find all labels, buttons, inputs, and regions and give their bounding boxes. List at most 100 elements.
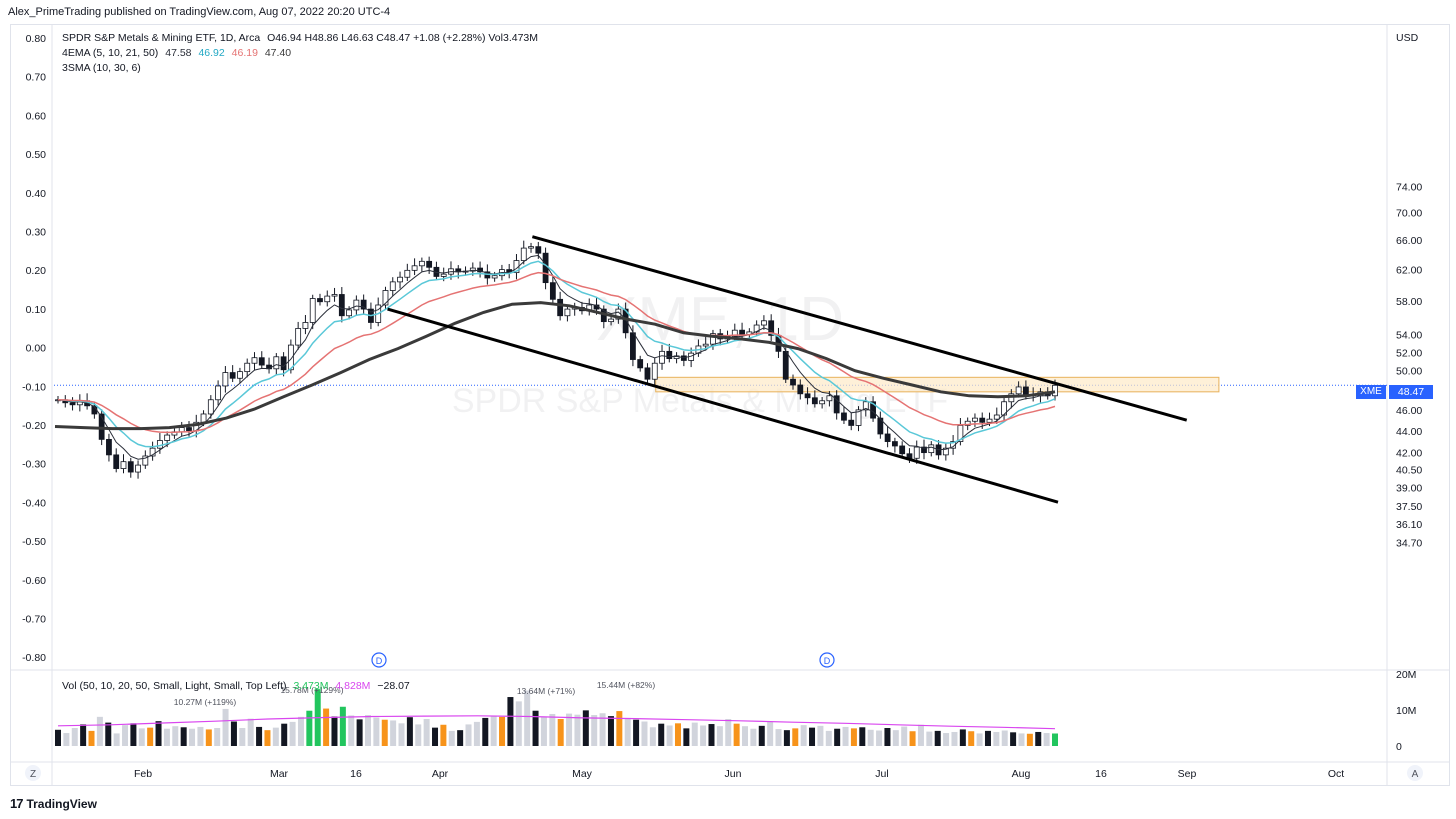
volume-bar [859, 727, 866, 746]
candle-up [389, 281, 396, 291]
left-axis-tick: 0.50 [26, 149, 47, 161]
right-axis-tick: 46.00 [1396, 405, 1422, 417]
volume-bar [825, 730, 832, 746]
right-axis-tick: 52.00 [1396, 347, 1422, 359]
volume-bar [55, 729, 61, 746]
volume-bar [1026, 733, 1033, 746]
candle-down [848, 419, 855, 426]
volume-bar [1052, 733, 1058, 746]
volume-bar [71, 728, 78, 746]
candle-up [469, 267, 476, 272]
volume-annotation: 13.64M (+71%) [517, 686, 576, 696]
auto-scale-label: A [1412, 769, 1419, 780]
volume-bar [850, 728, 857, 746]
volume-bar [306, 710, 313, 746]
right-axis-tick: 54.00 [1396, 330, 1422, 342]
candle-down [69, 402, 76, 406]
candle-down [637, 359, 644, 369]
candle-up [993, 414, 1000, 420]
left-axis-tick: 0.70 [26, 72, 47, 84]
x-axis-tick: 16 [350, 768, 362, 780]
volume-bar [297, 716, 304, 746]
publish-line: Alex_PrimeTrading published on TradingVi… [8, 6, 391, 18]
volume-bar [432, 727, 439, 746]
candle-down [790, 378, 796, 386]
channel-lower-line [387, 307, 1059, 504]
volume-bar [993, 731, 1000, 746]
candle-up [964, 420, 971, 426]
volume-axis-tick: 0 [1396, 741, 1402, 753]
symbol-badge: XME [1356, 385, 1386, 399]
left-axis-tick: -0.10 [22, 381, 46, 393]
volume-bar [256, 726, 263, 746]
volume-bar [247, 718, 254, 746]
candle-up [222, 372, 229, 387]
left-axis-tick: 0.30 [26, 227, 47, 239]
right-axis-tick: 70.00 [1396, 208, 1422, 220]
volume-bar [984, 730, 991, 746]
candle-up [520, 247, 527, 261]
left-axis-tick: 0.00 [26, 343, 47, 355]
volume-bar [473, 721, 480, 746]
candle-down [979, 417, 986, 423]
volume-bar [976, 733, 983, 746]
candle-down [360, 299, 367, 310]
candle-up [273, 356, 280, 370]
volume-bar [448, 730, 455, 746]
candle-up [819, 400, 826, 405]
dividend-marker-label: D [824, 656, 831, 666]
volume-bar [507, 697, 514, 746]
candle-up [215, 385, 222, 401]
volume-bar [884, 728, 891, 746]
candle-up [659, 350, 665, 364]
volume-bar [457, 730, 464, 746]
right-axis-tick: 39.00 [1396, 482, 1422, 494]
volume-bar [348, 715, 355, 746]
candle-up [1052, 384, 1058, 397]
tradingview-brand[interactable]: 17 TradingView [10, 796, 97, 811]
volume-bar [633, 719, 640, 746]
candle-up [397, 276, 403, 283]
ema5-line [57, 254, 1056, 460]
volume-bar [909, 731, 916, 746]
tradingview-logo-icon: 17 [10, 796, 24, 811]
volume-bar [138, 728, 145, 746]
volume-bar [750, 728, 757, 746]
volume-bar [582, 710, 589, 746]
candle-down [186, 427, 192, 432]
auto-scale-button [1407, 765, 1423, 781]
volume-bar [105, 722, 112, 746]
left-axis-tick: -0.40 [22, 497, 46, 509]
left-axis-tick: 0.80 [26, 33, 47, 45]
right-axis-tick: 34.70 [1396, 537, 1422, 549]
last-price-badge: 48.47 [1389, 385, 1433, 399]
candle-down [841, 412, 847, 421]
candle-up [324, 295, 331, 303]
volume-bar [700, 725, 707, 746]
legend-ema: 4EMA (5, 10, 21, 50) 47.58 46.92 46.19 4… [62, 47, 295, 59]
candle-up [972, 417, 978, 422]
candle-up [382, 290, 389, 306]
left-axis-tick: -0.60 [22, 575, 46, 587]
volume-axis-tick: 20M [1396, 669, 1416, 681]
candle-down [739, 329, 745, 335]
channel-upper-line [531, 235, 1188, 422]
left-axis-tick: -0.70 [22, 614, 46, 626]
x-axis-tick: Apr [432, 768, 449, 780]
legend-volume: Vol (50, 10, 20, 50, Small, Light, Small… [62, 680, 414, 692]
candle-up [142, 455, 149, 466]
left-axis-tick: 0.40 [26, 188, 47, 200]
candle-up [528, 246, 534, 249]
volume-bar [674, 723, 681, 746]
volume-bar [540, 716, 547, 746]
candle-up [295, 328, 302, 346]
candle-up [251, 357, 258, 364]
volume-bar [398, 723, 405, 746]
volume-bar [591, 715, 598, 746]
volume-bar [197, 726, 204, 746]
right-axis-unit: USD [1396, 32, 1419, 44]
volume-ma-line [57, 715, 1056, 730]
candle-up [346, 309, 352, 317]
candle-up [564, 308, 571, 317]
